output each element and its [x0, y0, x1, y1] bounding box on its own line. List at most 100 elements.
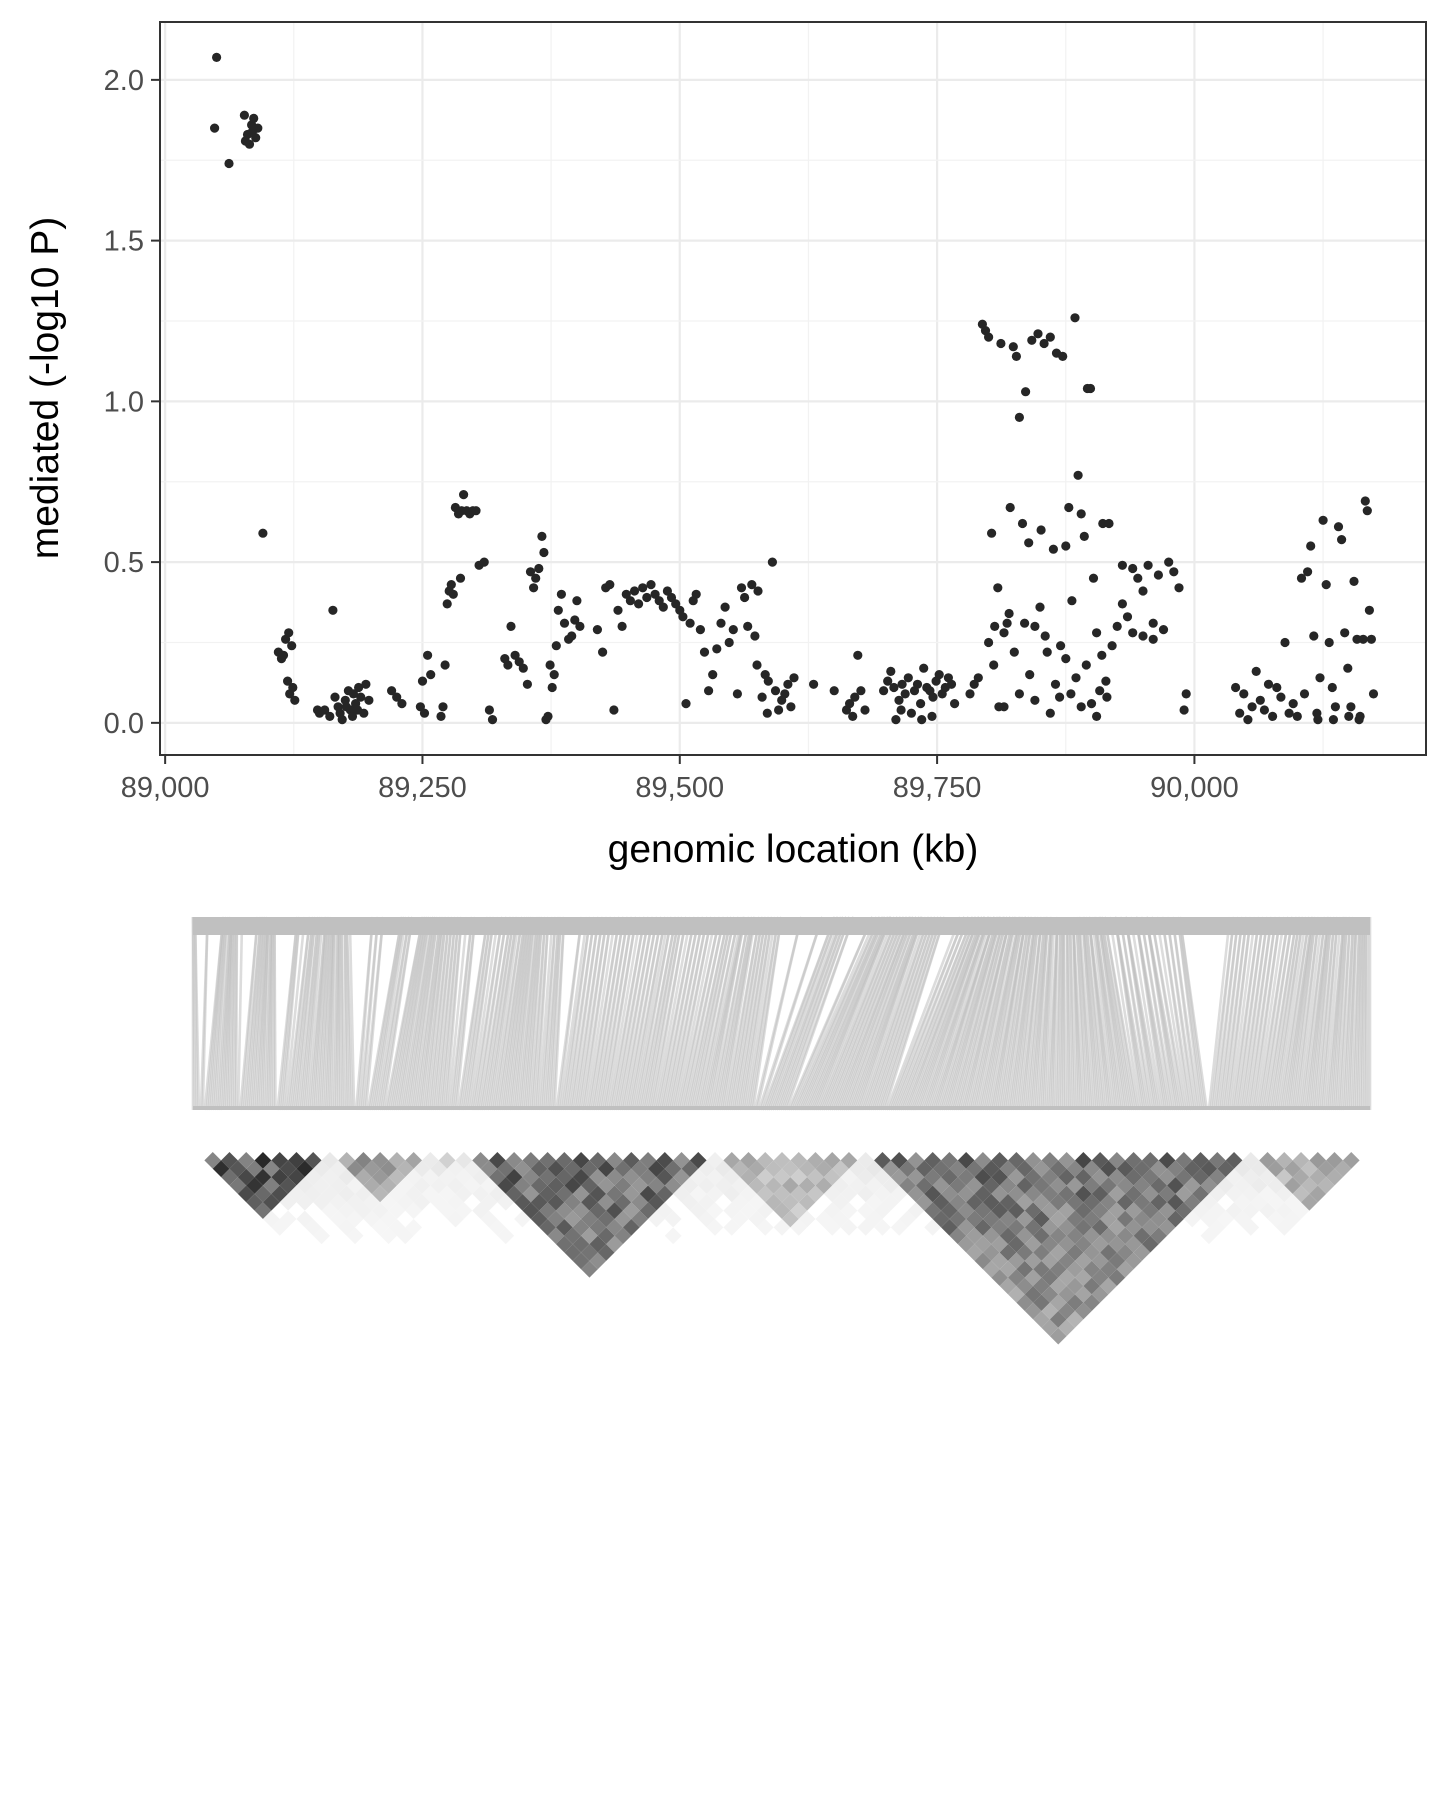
ld-connector-line	[730, 916, 764, 1111]
ld-cell	[1083, 1294, 1101, 1312]
ld-connector-line	[1165, 916, 1197, 1111]
data-point	[1035, 602, 1045, 612]
data-point	[1313, 715, 1323, 725]
ld-cell	[422, 1152, 439, 1169]
data-point	[455, 573, 466, 583]
ld-connector-line	[1176, 916, 1205, 1111]
x-axis: 89,000 89,250 89,500 89,750 90,000	[121, 755, 1239, 804]
ld-cell	[1301, 1177, 1318, 1194]
ld-connector-line	[618, 916, 655, 1111]
ld-connector-line	[1215, 916, 1240, 1111]
data-point	[747, 580, 757, 590]
ld-cell	[823, 1152, 841, 1169]
ld-connector-line	[484, 916, 516, 1111]
ld-connector-line	[738, 916, 771, 1111]
ld-cell	[1075, 1269, 1092, 1286]
ld-cell	[438, 1185, 456, 1203]
ld-cell	[371, 1218, 389, 1236]
ld-cell	[773, 1185, 791, 1203]
ld-connector-line	[1108, 916, 1142, 1111]
ld-cell	[1317, 1160, 1335, 1178]
ld-cell	[1133, 1193, 1151, 1211]
data-point	[1324, 637, 1334, 648]
ld-connector-line	[999, 916, 1031, 1111]
ld-connector-line	[1155, 916, 1189, 1111]
data-point	[1360, 496, 1370, 506]
ld-connector-line	[502, 916, 529, 1111]
ld-connector-line	[403, 916, 435, 1111]
ld-cell	[405, 1218, 423, 1236]
ld-connector-line	[859, 916, 928, 1111]
data-point	[879, 686, 889, 696]
ld-cell	[664, 1227, 682, 1245]
scatter-panel: 89,000 89,250 89,500 89,750 90,000 0.0 0.5 1.0…	[24, 21, 1427, 871]
ld-cell	[765, 1160, 782, 1178]
ld-cell	[715, 1160, 732, 1178]
ld-cell	[606, 1235, 623, 1253]
ld-cell	[723, 1168, 741, 1186]
ld-connector-line	[816, 916, 896, 1111]
ld-cell	[338, 1168, 356, 1186]
data-point	[883, 676, 893, 686]
data-point	[1076, 702, 1086, 712]
ld-connector-line	[1227, 916, 1253, 1111]
ld-connector-line	[193, 916, 201, 1111]
ld-connector-line	[447, 916, 469, 1111]
ld-cell	[982, 1210, 1000, 1228]
ld-cell	[1292, 1185, 1310, 1203]
data-point	[848, 711, 858, 722]
ld-connector-line	[240, 916, 260, 1111]
ld-cell	[1058, 1235, 1075, 1253]
ld-connector-line	[1298, 916, 1324, 1111]
data-point	[1343, 663, 1353, 673]
x-axis-title: genomic location (kb)	[608, 828, 979, 871]
ld-cell	[681, 1177, 699, 1194]
data-point	[506, 621, 516, 632]
ld-cell	[941, 1202, 958, 1219]
ld-cell	[355, 1168, 372, 1186]
data-point	[750, 631, 760, 641]
ld-cell	[388, 1185, 406, 1203]
ld-cell	[1075, 1202, 1092, 1219]
ld-connector-line	[1266, 916, 1299, 1111]
ld-cell	[1200, 1210, 1218, 1228]
ld-cell	[1225, 1168, 1243, 1186]
ld-cell	[396, 1193, 414, 1211]
data-point	[1368, 689, 1379, 699]
ld-cell	[1167, 1177, 1184, 1194]
data-point	[258, 528, 268, 538]
ld-cell	[890, 1152, 908, 1169]
ld-cell	[279, 1177, 297, 1194]
ld-cell	[1309, 1185, 1327, 1203]
ld-cell	[1309, 1168, 1327, 1186]
data-point	[1169, 567, 1179, 577]
ld-connector-line	[1349, 916, 1358, 1111]
ld-connector-line	[910, 916, 984, 1111]
data-point	[1014, 689, 1024, 699]
data-point	[1143, 560, 1153, 570]
ld-connector-line	[356, 916, 375, 1111]
ld-connector-line	[1288, 916, 1315, 1111]
data-point	[1097, 650, 1107, 660]
ld-connector-line	[531, 916, 547, 1111]
ld-connector-line	[639, 916, 678, 1111]
ld-cell	[991, 1218, 1009, 1236]
ld-connector-line	[1323, 916, 1342, 1111]
ld-connector-line	[445, 916, 463, 1111]
ld-cell	[271, 1152, 289, 1169]
ld-connector-line	[918, 916, 987, 1111]
ld-cell	[380, 1193, 397, 1211]
ld-cell	[1058, 1302, 1075, 1320]
data-point	[1315, 673, 1325, 683]
data-point	[919, 663, 929, 673]
ld-cell	[304, 1168, 322, 1186]
ld-cell	[1041, 1285, 1059, 1303]
data-point	[732, 689, 743, 699]
ld-connector-line	[415, 916, 442, 1111]
ld-cell	[455, 1168, 473, 1186]
ld-cell	[1133, 1210, 1151, 1228]
data-point	[567, 631, 577, 641]
ld-cell	[915, 1177, 933, 1194]
data-point	[1276, 692, 1286, 702]
data-point	[1328, 715, 1338, 725]
